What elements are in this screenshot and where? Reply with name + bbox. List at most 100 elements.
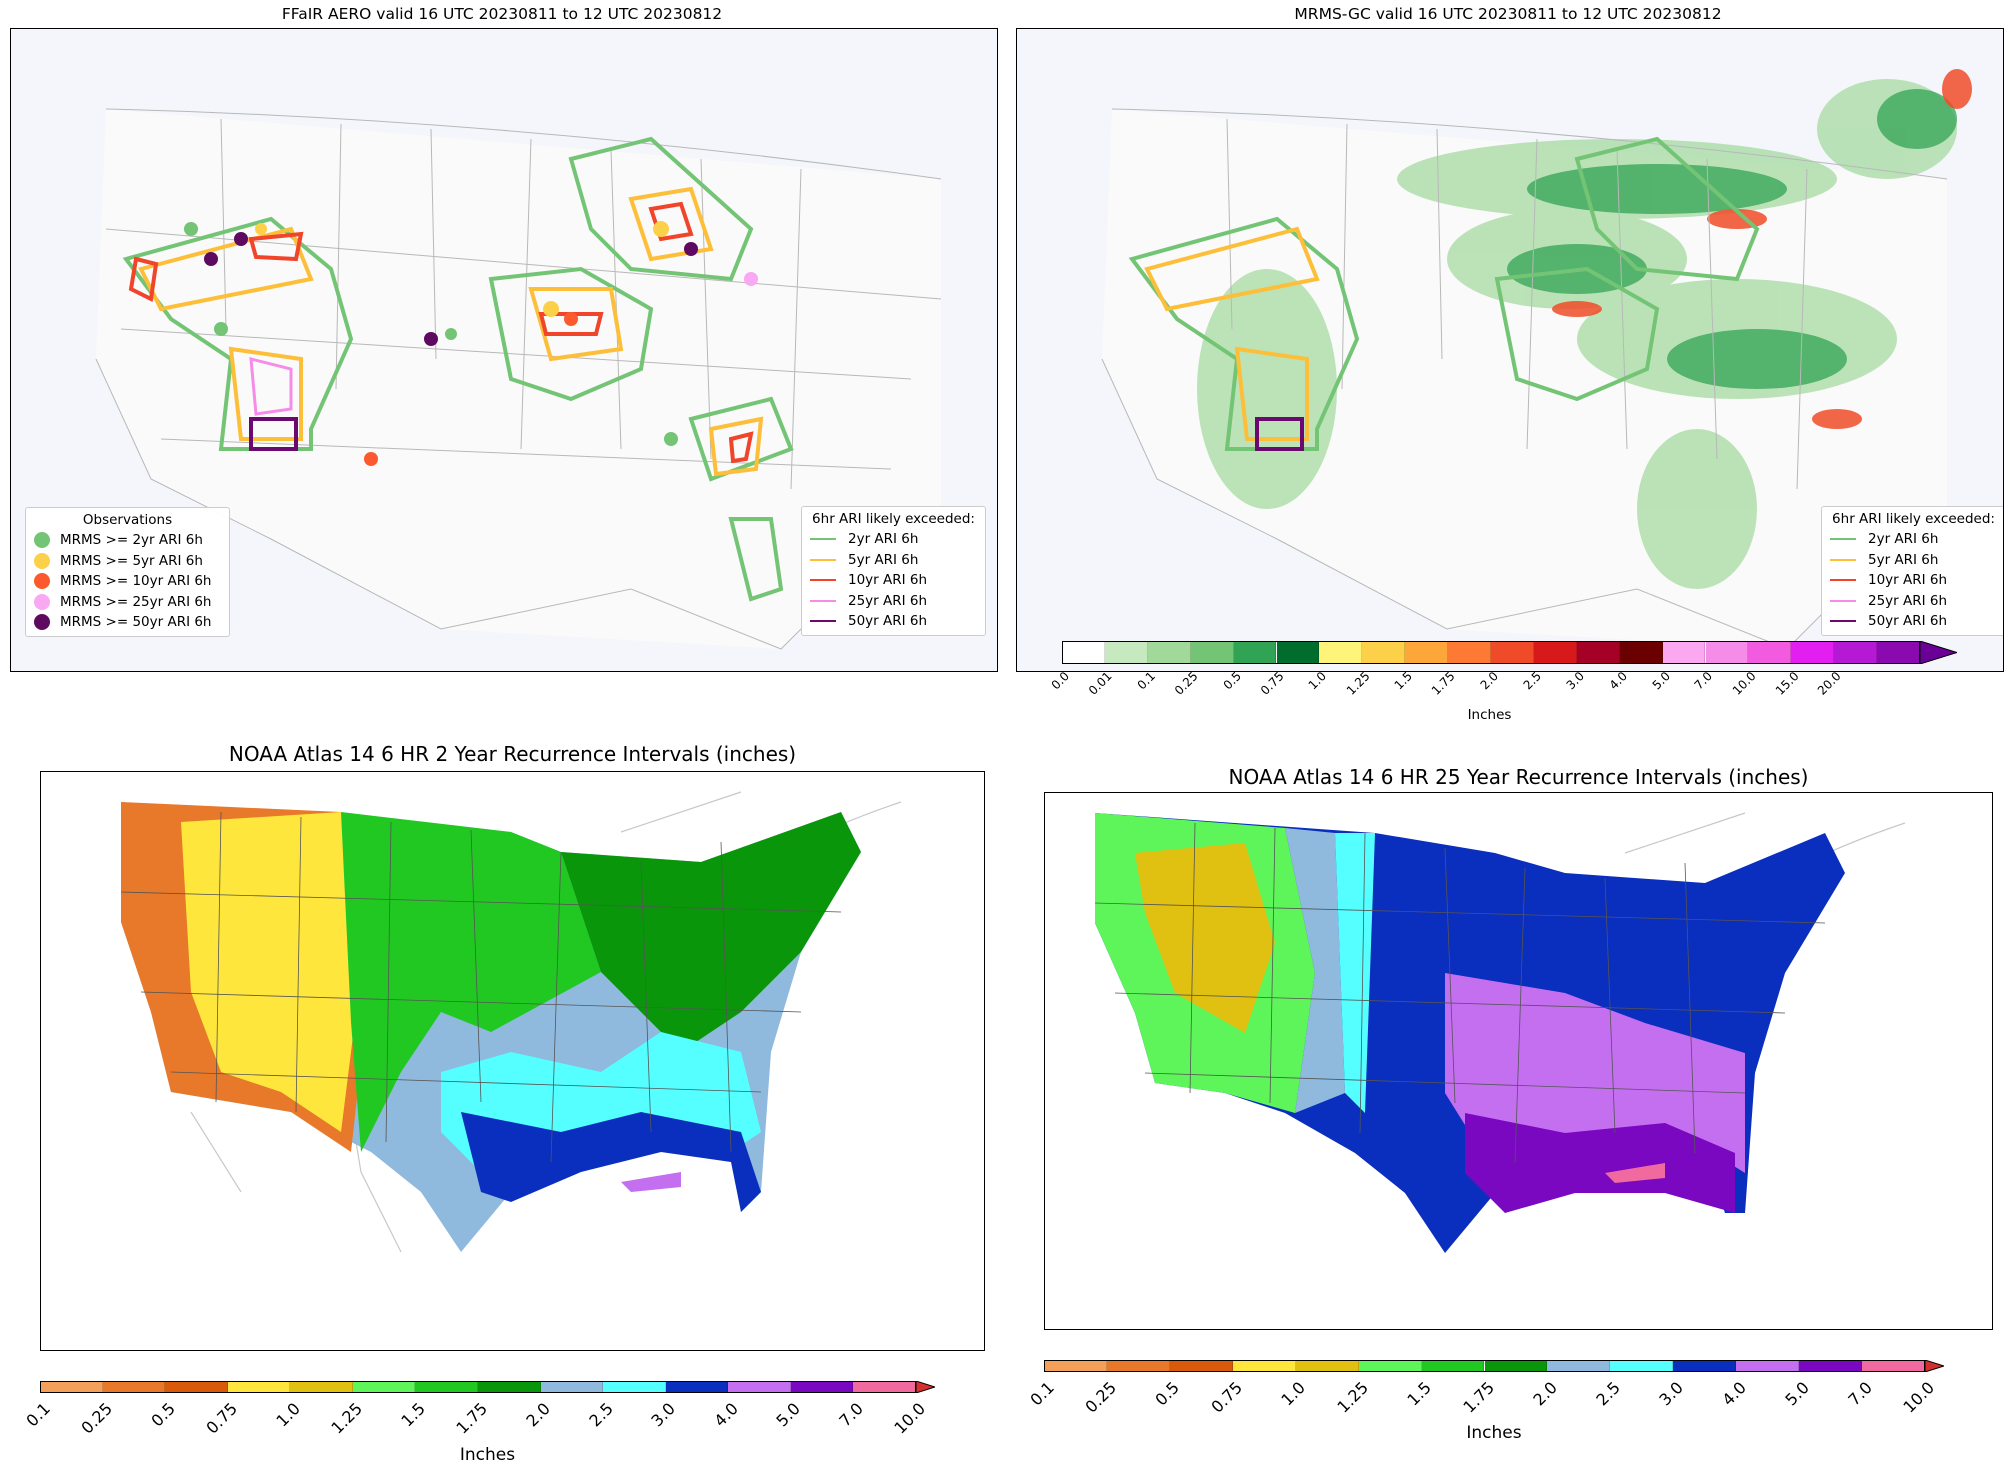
colorbar-tick-label: 4.0 [1718, 1378, 1750, 1410]
colorbar-tick-label: 1.75 [1459, 1378, 1498, 1417]
colorbar-tick-label: 2.0 [522, 1399, 555, 1431]
atlas2-colorbar-label: Inches [459, 1445, 516, 1465]
colorbar-cell [1232, 1360, 1296, 1372]
colorbar-cell [1791, 641, 1835, 664]
colorbar-tick-label: 3.0 [1563, 669, 1587, 693]
colorbar-cell [1877, 641, 1920, 664]
colorbar-tick-label: 10.0 [1899, 1378, 1939, 1417]
colorbar-cell [1484, 1360, 1548, 1372]
legend-entry: 50yr ARI 6h [1830, 611, 1997, 632]
colorbar-tick-label: 1.5 [1403, 1378, 1436, 1410]
colorbar-cell [1576, 641, 1620, 664]
colorbar-tick-label: 2.5 [585, 1399, 617, 1431]
colorbar-cell [1169, 1360, 1233, 1372]
colorbar-cell [352, 1381, 416, 1393]
colorbar-cell [1358, 1360, 1422, 1372]
legend-label: MRMS >= 25yr ARI 6h [60, 593, 212, 610]
colorbar-tick-label: 1.0 [1305, 669, 1330, 693]
colorbar-cell [1547, 1360, 1611, 1372]
colorbar-cell [1662, 641, 1706, 664]
legend-label: 2yr ARI 6h [848, 531, 919, 548]
atlas2-map [40, 771, 985, 1351]
obs-legend-title: Observations [82, 512, 173, 528]
line-swatch [810, 599, 836, 602]
legend-label: 25yr ARI 6h [848, 592, 928, 609]
colorbar-tick-label: 1.5 [397, 1399, 429, 1431]
colorbar-cell [102, 1381, 166, 1393]
colorbar-tick-label: 0.0 [1048, 669, 1072, 693]
legend-entry: 2yr ARI 6h [810, 529, 977, 550]
legend-label: 2yr ARI 6h [1868, 531, 1939, 548]
line-swatch [810, 620, 836, 623]
colorbar-cell [540, 1381, 604, 1393]
colorbar-cell [665, 1381, 729, 1393]
atlas25-colorbar: 0.1 0.25 0.5 0.75 1.0 1.25 1.5 1.75 2.0 2.5 3.0 4.0… [1026, 1360, 1944, 1417]
colorbar-cell [165, 1381, 228, 1393]
legend-label: 5yr ARI 6h [848, 551, 919, 568]
atlas25-map [1044, 792, 1993, 1330]
line-swatch [810, 558, 836, 561]
colorbar-cell [478, 1381, 541, 1393]
line-swatch [1830, 579, 1856, 582]
legend-label: 5yr ARI 6h [1868, 551, 1939, 568]
legend-label: MRMS >= 10yr ARI 6h [60, 573, 212, 590]
mrms-title: MRMS-GC valid 16 UTC 20230811 to 12 UTC … [1294, 5, 1722, 23]
colorbar-cell [1491, 641, 1534, 664]
colorbar-cell [1421, 1360, 1485, 1372]
colorbar-tick-label: 0.25 [77, 1399, 117, 1438]
colorbar-cell [1319, 641, 1363, 664]
legend-entry: 5yr ARI 6h [1830, 550, 1997, 571]
colorbar-tick-label: 10.0 [890, 1399, 930, 1438]
colorbar-cell [1533, 641, 1577, 664]
atlas2-colorbar: 0.1 0.25 0.5 0.75 1.0 1.25 1.5 1.75 2.0 2.5 3.0 4.0… [22, 1381, 935, 1438]
colorbar-cell [1673, 1360, 1737, 1372]
colorbar-cell [728, 1381, 791, 1393]
mrms-map: 6hr ARI likely exceeded: 2yr ARI 6h 5yr A… [1016, 28, 2004, 672]
colorbar-tick-label: 7.0 [1844, 1378, 1876, 1410]
colorbar-tick-label: 0.1 [1026, 1378, 1058, 1410]
colorbar-tick-label: 1.25 [1333, 1378, 1373, 1417]
colorbar-cell [1448, 641, 1491, 664]
colorbar-tick-label: 15.0 [1772, 669, 1802, 698]
marker-swatch [34, 593, 50, 610]
colorbar-tick-label: 10.0 [1729, 669, 1759, 698]
legend-entry: 10yr ARI 6h [810, 570, 977, 591]
atlas2-title: NOAA Atlas 14 6 HR 2 Year Recurrence Int… [228, 742, 797, 766]
legend-entry: 2yr ARI 6h [1830, 529, 1997, 550]
mrms-ari-legend-title: 6hr ARI likely exceeded: [1832, 511, 1995, 527]
colorbar-tick-label: 3.0 [647, 1399, 680, 1431]
marker-swatch [34, 532, 50, 549]
legend-label: MRMS >= 5yr ARI 6h [60, 552, 203, 569]
legend-entry: MRMS >= 5yr ARI 6h [34, 551, 221, 572]
colorbar-tick-label: 0.5 [1151, 1378, 1184, 1410]
legend-entry: 25yr ARI 6h [810, 591, 977, 612]
colorbar-cell [40, 1381, 103, 1393]
colorbar-cell [1610, 1360, 1674, 1372]
atlas25-colorbar-label: Inches [1466, 1423, 1522, 1443]
colorbar-tick-label: 0.75 [1257, 669, 1287, 698]
colorbar-tick-label: 0.25 [1081, 1378, 1121, 1417]
colorbar-tick-label: 1.25 [327, 1399, 367, 1438]
colorbar-tick-label: 7.0 [835, 1399, 867, 1431]
colorbar-tick-label: 0.01 [1086, 669, 1115, 698]
marker-swatch [34, 573, 50, 590]
line-swatch [1830, 620, 1856, 623]
legend-entry: MRMS >= 50yr ARI 6h [34, 612, 221, 633]
colorbar-tick-label: 0.1 [1134, 669, 1158, 693]
colorbar-cell [290, 1381, 353, 1393]
colorbar-cell [1044, 1360, 1107, 1372]
colorbar-tick-label: 0.75 [1207, 1378, 1247, 1417]
colorbar-tick-label: 2.5 [1592, 1378, 1624, 1410]
colorbar-cell [1736, 1360, 1800, 1372]
legend-label: 50yr ARI 6h [1868, 613, 1948, 630]
obs-legend: Observations MRMS >= 2yr ARI 6h MRMS >= 5… [25, 507, 230, 637]
colorbar-cell [790, 1381, 854, 1393]
legend-label: MRMS >= 2yr ARI 6h [60, 532, 203, 549]
ffair-title: FFaIR AERO valid 16 UTC 20230811 to 12 U… [281, 5, 723, 23]
colorbar-cell [1405, 641, 1449, 664]
mrms-colorbar: 0.0 0.01 0.1 0.25 0.5 0.75 1.0 1.25 1.5 1.75 2.0 2.… [1048, 641, 1957, 698]
colorbar-tick-label: 2.0 [1477, 669, 1501, 693]
mrms-ari-legend: 6hr ARI likely exceeded: 2yr ARI 6h 5yr A… [1821, 506, 2003, 636]
colorbar-tick-label: 2.5 [1520, 669, 1544, 693]
colorbar-tick-label: 1.75 [452, 1399, 492, 1438]
